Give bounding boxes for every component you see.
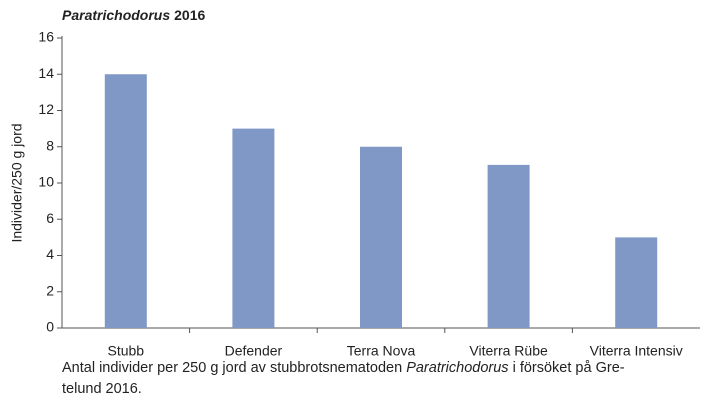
bar bbox=[232, 128, 275, 328]
y-tick-label: 6 bbox=[46, 210, 54, 226]
bar bbox=[615, 237, 658, 328]
y-tick-label: 16 bbox=[38, 29, 54, 45]
x-tick-label: Defender bbox=[225, 343, 283, 358]
y-tick-label: 0 bbox=[46, 319, 54, 335]
y-tick-label: 14 bbox=[38, 65, 54, 81]
x-tick-label: Terra Nova bbox=[347, 343, 416, 358]
caption-species: Paratrichodorus bbox=[406, 360, 509, 376]
y-tick-label: 12 bbox=[38, 101, 54, 117]
x-tick-label: Stubb bbox=[108, 343, 145, 358]
y-tick-label: 10 bbox=[38, 174, 54, 190]
x-tick-label: Viterra Rübe bbox=[469, 343, 548, 358]
caption-text: telund 2016. bbox=[62, 381, 142, 397]
y-axis-label: Individer/250 g jord bbox=[9, 123, 25, 242]
bar bbox=[487, 164, 530, 328]
title-species: Paratrichodorus bbox=[62, 7, 170, 23]
caption-text: i försöket på Gre- bbox=[508, 360, 625, 376]
chart: Paratrichodorus 2016 Individer/250 g jord… bbox=[9, 7, 700, 358]
y-tick-label: 4 bbox=[46, 246, 54, 262]
y-tick-label: 8 bbox=[46, 137, 54, 153]
y-tick-label: 2 bbox=[46, 282, 54, 298]
caption-text: Antal individer per 250 g jord av stubbr… bbox=[62, 360, 407, 376]
bar bbox=[104, 74, 147, 328]
bar bbox=[360, 146, 402, 328]
caption: Antal individer per 250 g jord av stubbr… bbox=[62, 358, 702, 400]
title-year: 2016 bbox=[174, 7, 205, 23]
x-tick-label: Viterra Intensiv bbox=[590, 343, 683, 358]
chart-title: Paratrichodorus 2016 bbox=[62, 7, 205, 23]
